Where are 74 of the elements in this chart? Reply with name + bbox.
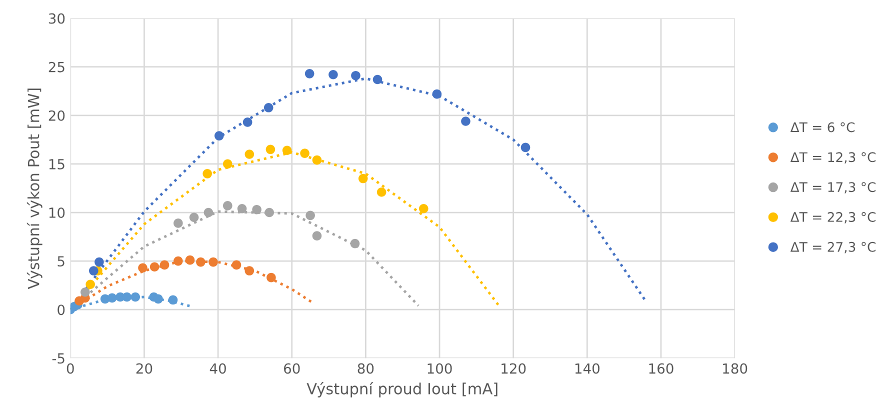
point <box>282 146 292 156</box>
point <box>461 116 470 126</box>
x-tick-label: 20 <box>136 363 152 374</box>
point <box>376 187 386 197</box>
point <box>154 294 163 304</box>
point <box>138 263 148 273</box>
point <box>312 155 322 165</box>
x-tick-label: 120 <box>502 363 526 374</box>
legend-label: ΔT = 6 °C <box>790 122 855 132</box>
point <box>300 148 310 158</box>
point <box>304 69 314 78</box>
point <box>252 204 262 214</box>
point <box>174 218 183 228</box>
x-tick-label: 80 <box>358 363 374 374</box>
point <box>130 292 140 302</box>
y-tick-label: 20 <box>48 110 65 121</box>
x-tick-label: 100 <box>428 363 452 374</box>
point <box>520 142 530 152</box>
point <box>432 89 442 99</box>
point <box>185 255 195 265</box>
x-axis-title: Výstupní proud Iout [mA] <box>306 382 498 398</box>
point <box>244 266 254 276</box>
point <box>328 70 338 80</box>
point <box>214 131 224 140</box>
point <box>86 280 95 290</box>
point <box>358 174 368 184</box>
point <box>306 210 315 220</box>
point <box>196 257 206 267</box>
point <box>222 201 232 210</box>
point <box>94 257 104 267</box>
point <box>168 295 178 305</box>
point <box>80 287 90 297</box>
x-tick-label: 40 <box>210 363 226 374</box>
y-tick-label: -5 <box>52 353 64 364</box>
point <box>208 257 218 267</box>
x-tick-label: 160 <box>649 363 674 374</box>
point <box>351 70 360 80</box>
point <box>242 118 252 127</box>
y-tick-label: 0 <box>58 304 65 316</box>
x-tick-label: 60 <box>284 363 300 374</box>
point <box>418 204 428 214</box>
point <box>264 208 274 218</box>
point <box>202 169 212 178</box>
y-tick-label: 30 <box>48 13 65 24</box>
point <box>372 74 382 84</box>
point <box>160 260 170 270</box>
point <box>107 293 117 303</box>
point <box>266 144 276 154</box>
x-tick-label: 180 <box>723 363 748 374</box>
point <box>222 159 232 169</box>
point <box>150 262 160 272</box>
point <box>122 292 132 302</box>
y-tick-label: 15 <box>49 159 64 170</box>
point <box>312 231 322 240</box>
point <box>244 150 254 159</box>
point <box>350 238 360 248</box>
y-axis-title: Výstupní výkon Pout [mW] <box>26 88 42 290</box>
y-tick-label: 25 <box>48 62 64 72</box>
point <box>189 212 199 222</box>
point <box>88 266 98 276</box>
y-tick-label: 5 <box>58 256 64 267</box>
point <box>264 102 274 112</box>
point <box>266 272 276 282</box>
point <box>174 256 183 266</box>
legend-label: ΔT = 12,3 °C <box>790 152 876 164</box>
x-tick-label: 140 <box>575 363 600 374</box>
legend-label: ΔT = 27,3 °C <box>790 242 876 254</box>
point <box>237 204 247 214</box>
y-tick-label: 10 <box>49 207 65 218</box>
point <box>204 208 214 218</box>
legend-label: ΔT = 17,3 °C <box>790 182 876 194</box>
x-tick-label: 0 <box>66 363 74 374</box>
point <box>232 260 242 270</box>
legend-label: ΔT = 22,3 °C <box>790 212 876 224</box>
